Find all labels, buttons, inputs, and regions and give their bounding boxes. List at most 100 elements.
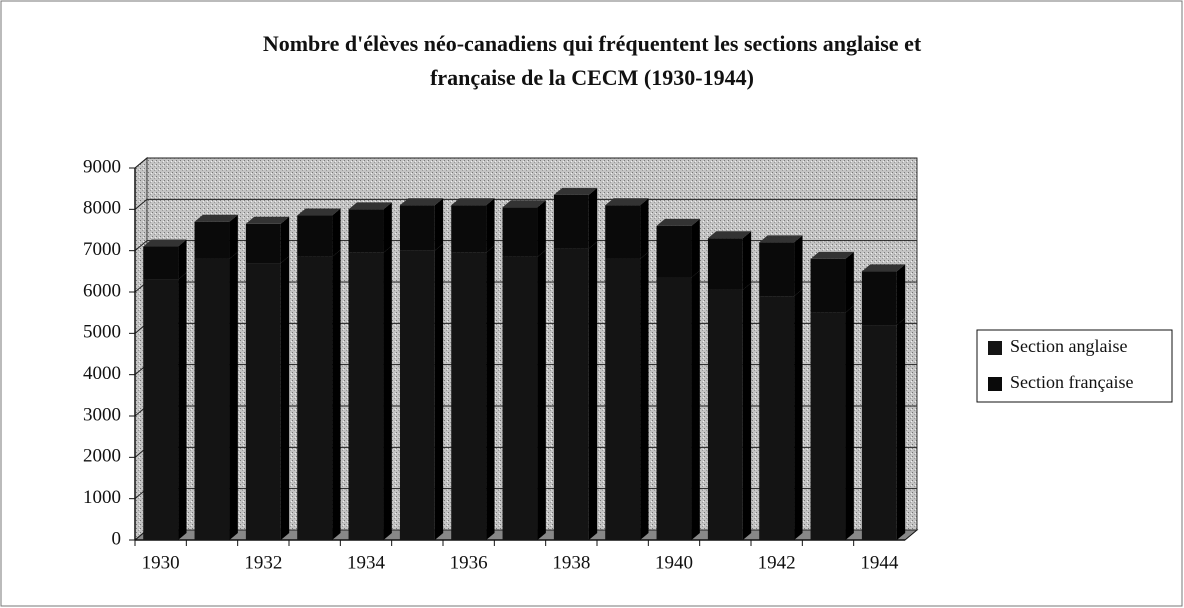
x-tick-label: 1930 [142, 552, 180, 573]
bar [399, 250, 435, 540]
bar-side [486, 245, 495, 540]
grid-line [134, 157, 917, 169]
bar-side [383, 245, 392, 540]
bar-side [845, 251, 854, 313]
y-tick-label: 2000 [83, 446, 121, 467]
bar-side [742, 282, 752, 540]
bar-top [553, 187, 598, 195]
bar-top [348, 202, 392, 210]
bar [451, 252, 487, 540]
bar-side [332, 249, 341, 540]
bar-side [691, 270, 700, 540]
x-tick-label: 1932 [244, 552, 282, 573]
bar [861, 271, 897, 326]
bar-top [707, 231, 752, 239]
x-tick-label: 1944 [860, 552, 899, 573]
bar-side [588, 187, 598, 249]
bar-side [896, 318, 906, 540]
bar-side [640, 198, 649, 259]
bar-side [280, 216, 290, 264]
bar [810, 312, 846, 540]
bar-top [656, 218, 700, 226]
bar-side [229, 214, 238, 259]
bar-top [605, 198, 649, 206]
bar [861, 325, 897, 540]
bar-side [845, 305, 854, 540]
bar-top [399, 198, 444, 206]
bar-side [691, 218, 700, 278]
bar [143, 246, 179, 280]
bar [348, 252, 384, 540]
bar-side [434, 243, 444, 540]
bar [502, 256, 538, 540]
chart-title: Nombre d'élèves néo-canadiens qui fréque… [263, 31, 922, 56]
bar-side [794, 289, 803, 540]
bar [656, 225, 692, 278]
bar [605, 258, 641, 540]
bar [810, 258, 846, 313]
bar [297, 256, 333, 540]
bar-side [486, 198, 495, 253]
bar-top [861, 264, 906, 272]
y-tick-label: 8000 [83, 198, 121, 219]
chart-title: française de la CECM (1930-1944) [430, 65, 754, 90]
bar-top [245, 216, 290, 224]
bar [194, 258, 230, 540]
bar [451, 205, 487, 253]
bar [245, 263, 281, 540]
bar [759, 242, 795, 297]
bar-side [537, 200, 546, 257]
bar [399, 205, 435, 251]
bar [759, 296, 795, 540]
bar-side [640, 251, 649, 540]
y-tick-label: 0 [112, 528, 122, 549]
bar-side [434, 198, 444, 251]
legend-box [976, 329, 1173, 403]
bar-side [178, 272, 187, 540]
bar-side [383, 202, 392, 253]
bar-side [794, 235, 803, 297]
bar [143, 279, 179, 540]
bar-side [178, 239, 187, 280]
bar [245, 223, 281, 264]
bar [194, 221, 230, 259]
bar-side [332, 208, 341, 257]
bar-side [742, 231, 752, 290]
bar-top [759, 235, 803, 243]
x-tick-label: 1934 [347, 552, 386, 573]
legend-label: Section française [1010, 372, 1133, 392]
bar-side [280, 256, 290, 540]
legend-swatch [988, 377, 1002, 391]
y-tick-label: 7000 [83, 239, 121, 260]
bar-top [810, 251, 854, 259]
bar [656, 277, 692, 540]
bar [297, 215, 333, 257]
grid-line [134, 198, 917, 210]
bar-side [229, 251, 238, 540]
bar [553, 194, 589, 249]
bar-side [537, 249, 546, 540]
x-tick-label: 1938 [552, 552, 590, 573]
bar-top [451, 198, 495, 206]
bar-side [588, 241, 598, 540]
bar [502, 207, 538, 257]
x-tick-label: 1940 [655, 552, 693, 573]
bar [707, 289, 743, 540]
legend-label: Section anglaise [1010, 336, 1127, 356]
y-tick-label: 5000 [83, 322, 121, 343]
bar [605, 205, 641, 259]
y-tick-label: 3000 [83, 404, 121, 425]
bar-top [143, 239, 187, 247]
y-tick-label: 1000 [83, 487, 121, 508]
y-tick-label: 9000 [83, 156, 121, 177]
y-tick-label: 4000 [83, 363, 121, 384]
bar [348, 209, 384, 253]
y-tick-label: 6000 [83, 280, 121, 301]
bar-side [896, 264, 906, 326]
x-tick-label: 1942 [758, 552, 796, 573]
x-tick-label: 1936 [450, 552, 488, 573]
bar-top [194, 214, 238, 222]
bar-top [502, 200, 546, 208]
bar [553, 248, 589, 540]
